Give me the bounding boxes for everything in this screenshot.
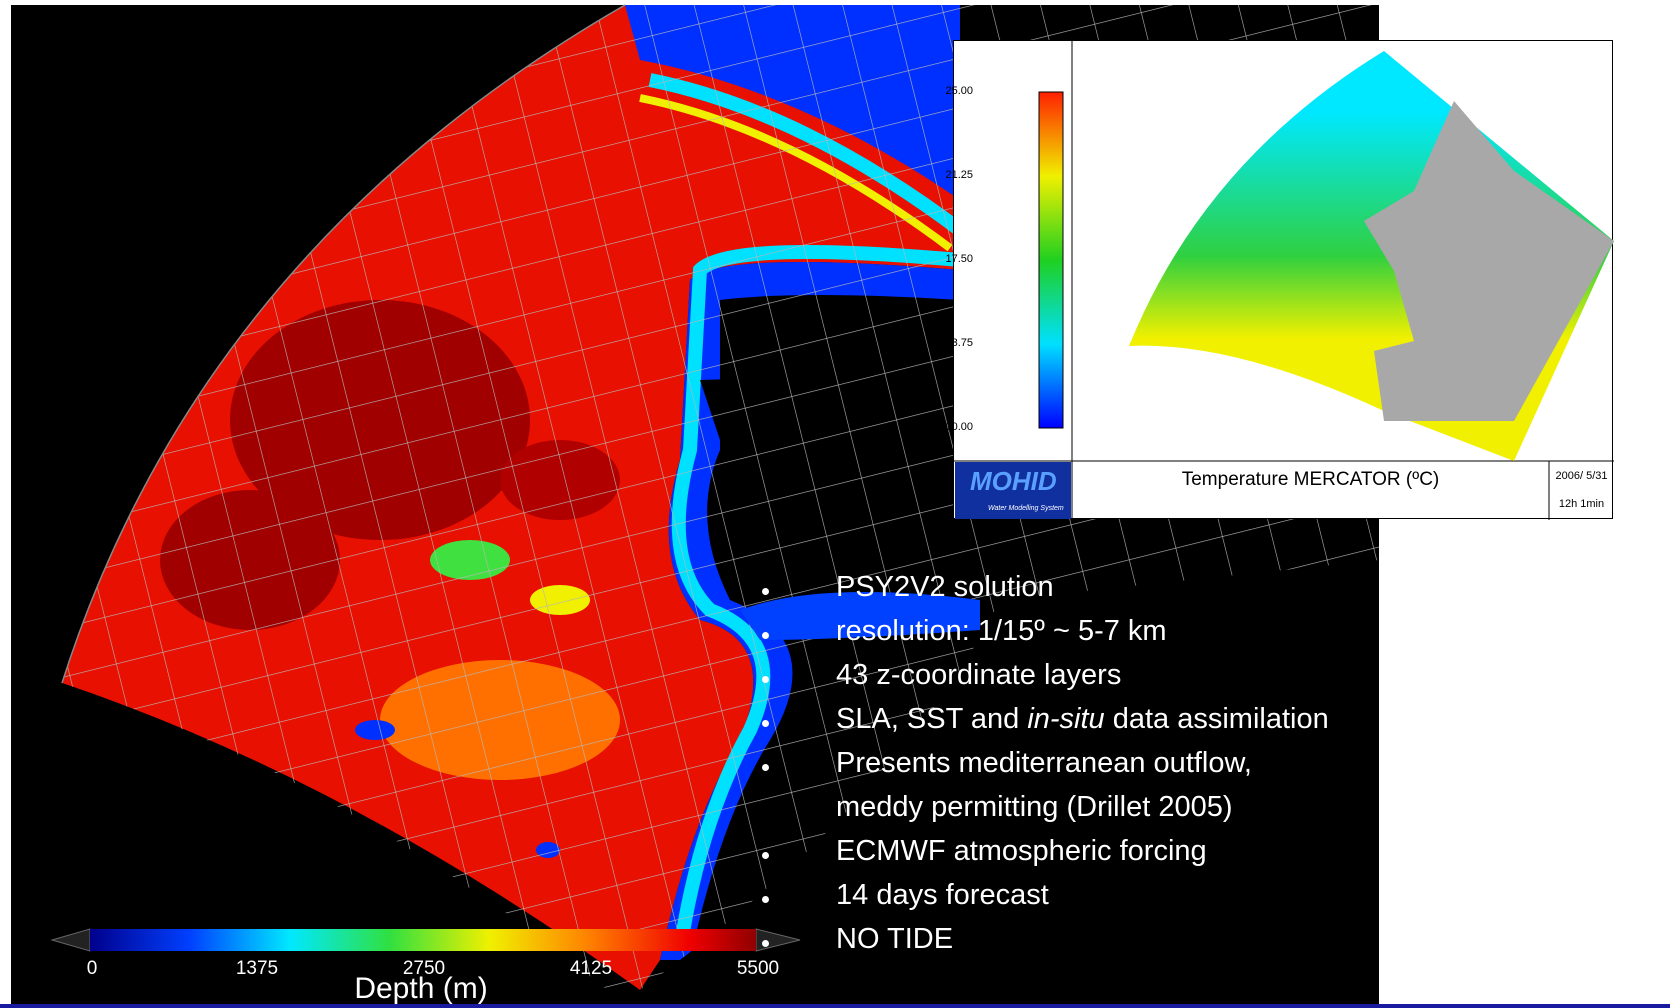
bullet-part: NO TIDE bbox=[836, 923, 953, 955]
bullet-dot bbox=[762, 896, 769, 903]
panel-time: 12h 1min bbox=[1549, 498, 1614, 510]
bullet-text: 14 days forecast bbox=[836, 879, 1049, 912]
temperature-map bbox=[954, 41, 1614, 520]
bullet-dot bbox=[762, 588, 769, 595]
bullet-part: data assimilation bbox=[1105, 703, 1329, 735]
bullet-text: resolution: 1/15º ~ 5-7 km bbox=[836, 615, 1167, 648]
bullet-text: NO TIDE bbox=[836, 923, 953, 956]
bullet-dot bbox=[762, 764, 769, 771]
logo: MOHID bbox=[970, 466, 1057, 497]
depth-label: 5500 bbox=[737, 958, 779, 980]
panel-date: 2006/ 5/31 bbox=[1549, 470, 1614, 482]
bullet-part: ECMWF atmospheric forcing bbox=[836, 835, 1207, 867]
temp-label: 25.00 bbox=[945, 85, 973, 97]
bullet-dot bbox=[762, 940, 769, 947]
bullet-text: ECMWF atmospheric forcing bbox=[836, 835, 1207, 868]
bullet-part: SLA, SST and bbox=[836, 703, 1027, 735]
temp-label: 10.00 bbox=[945, 421, 973, 433]
bullet-text: SLA, SST and in-situ data assimilation bbox=[836, 703, 1329, 736]
temp-label: 17.50 bbox=[945, 253, 973, 265]
logo-subtitle: Water Modelling System bbox=[988, 505, 1064, 512]
depth-title: Depth (m) bbox=[354, 972, 487, 1006]
bullet-part: Presents mediterranean outflow, bbox=[836, 747, 1252, 779]
depth-label: 4125 bbox=[570, 958, 612, 980]
bullet-part: 14 days forecast bbox=[836, 879, 1049, 911]
temp-label: 13.75 bbox=[945, 337, 973, 349]
panel-title: Temperature MERCATOR (ºC) bbox=[1072, 469, 1549, 491]
bullet-part: PSY2V2 solution bbox=[836, 571, 1054, 603]
bullet-dot bbox=[762, 720, 769, 727]
depth-label: 1375 bbox=[236, 958, 278, 980]
bullet-part: resolution: 1/15º ~ 5-7 km bbox=[836, 615, 1167, 647]
bullet-text: Presents mediterranean outflow, bbox=[836, 747, 1252, 780]
bullet-text: 43 z-coordinate layers bbox=[836, 659, 1121, 692]
depth-label: 0 bbox=[87, 958, 98, 980]
bullet-text: PSY2V2 solution bbox=[836, 571, 1054, 604]
bullet-dot bbox=[762, 632, 769, 639]
bullet-dot bbox=[762, 676, 769, 683]
bullet-part: in-situ bbox=[1027, 703, 1104, 735]
bullet-continuation: meddy permitting (Drillet 2005) bbox=[836, 791, 1232, 824]
temperature-panel: 25.00 21.25 17.50 13.75 10.00 MOHID Wate… bbox=[953, 40, 1613, 519]
temp-label: 21.25 bbox=[945, 169, 973, 181]
slide: 0 1375 2750 4125 5500 Depth (m) 25.00 21… bbox=[0, 0, 1670, 1008]
bullet-dot bbox=[762, 852, 769, 859]
bullet-part: 43 z-coordinate layers bbox=[836, 659, 1121, 691]
